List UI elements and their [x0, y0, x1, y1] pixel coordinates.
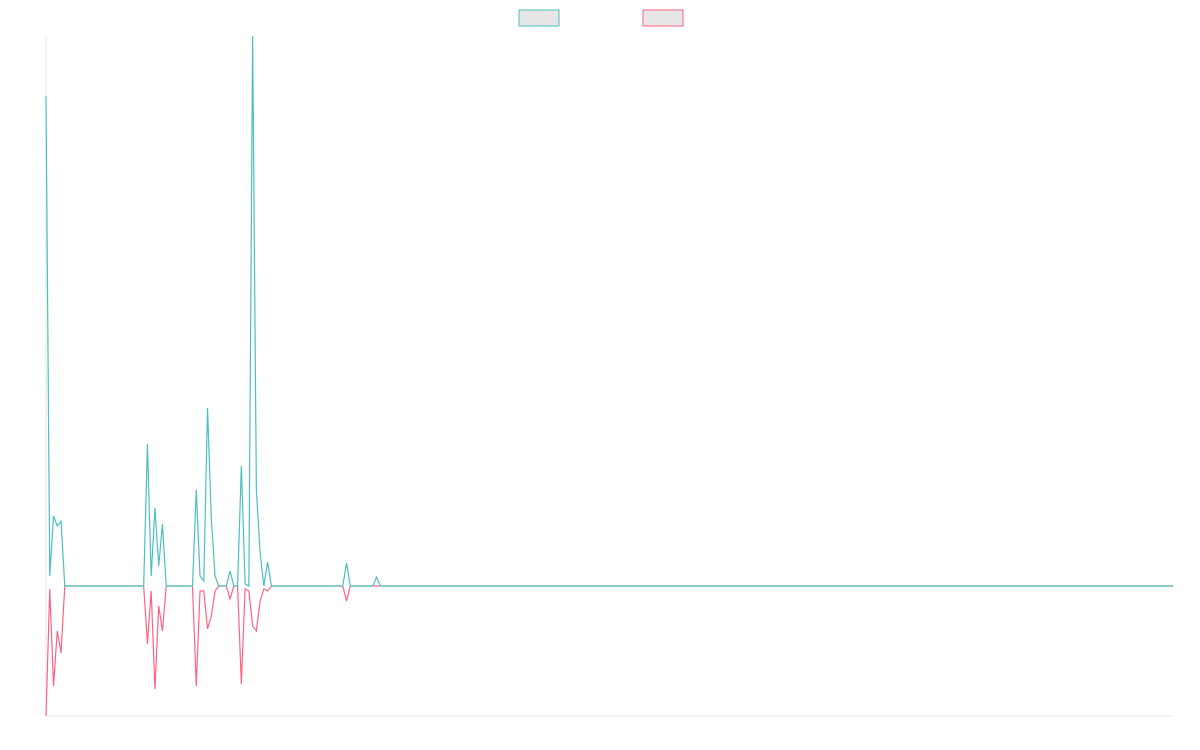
series-line — [45, 35, 1173, 587]
legend-swatch — [518, 9, 560, 27]
legend-swatch — [642, 9, 684, 27]
series-line — [45, 585, 1173, 717]
